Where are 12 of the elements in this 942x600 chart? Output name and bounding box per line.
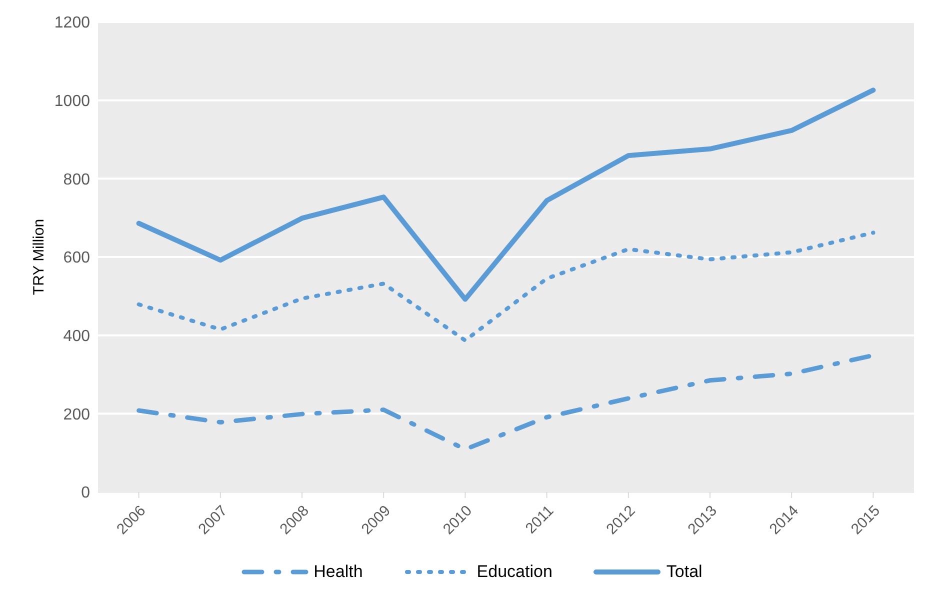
- y-tick-label: 1200: [54, 14, 90, 32]
- y-tick-label: 400: [63, 328, 90, 346]
- legend-label: Health: [314, 562, 363, 582]
- legend-label: Education: [476, 562, 552, 582]
- line-series: [136, 230, 876, 342]
- y-tick-label: 200: [63, 406, 90, 424]
- y-tick-label: 600: [63, 250, 90, 267]
- y-tick-label: 0: [81, 484, 90, 502]
- y-tick-label: 1000: [54, 93, 90, 110]
- y-tick-label: 800: [63, 171, 90, 188]
- y-axis-title: TRY Million: [30, 218, 48, 296]
- legend-label: Total: [666, 562, 702, 582]
